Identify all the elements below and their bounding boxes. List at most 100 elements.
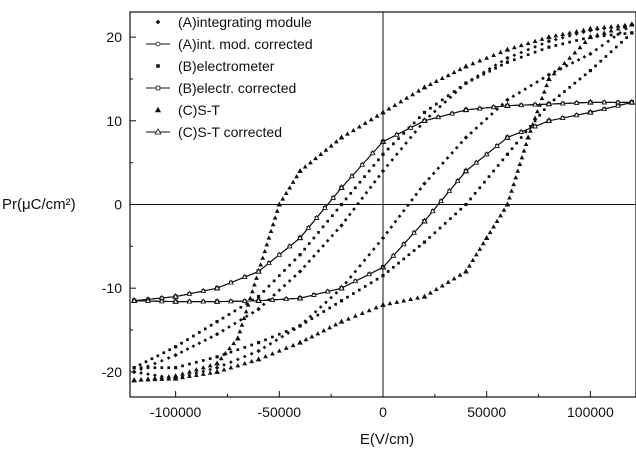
data-marker: [197, 331, 201, 334]
data-marker: [559, 114, 566, 120]
data-marker: [353, 186, 357, 190]
data-marker: [519, 136, 523, 139]
data-marker: [609, 33, 613, 37]
data-marker: [358, 180, 362, 184]
data-marker: [496, 164, 500, 167]
data-marker: [131, 297, 138, 303]
data-marker: [269, 296, 276, 302]
data-marker: [417, 244, 421, 248]
data-marker: [250, 343, 254, 347]
data-marker: [362, 120, 368, 125]
data-marker: [445, 72, 451, 78]
data-marker: [346, 316, 351, 321]
data-marker: [139, 371, 143, 375]
data-marker: [264, 338, 267, 342]
data-marker: [186, 290, 193, 296]
data-marker: [252, 282, 257, 287]
data-marker: [439, 283, 445, 288]
data-marker: [369, 281, 373, 285]
data-marker: [487, 175, 491, 178]
data-marker: [463, 268, 469, 274]
data-marker: [556, 65, 562, 71]
data-marker: [488, 69, 492, 73]
data-marker: [532, 101, 538, 107]
data-marker: [538, 113, 542, 117]
data-marker: [609, 50, 613, 54]
y-tick-label: 0: [114, 197, 122, 213]
data-marker: [186, 298, 193, 304]
data-marker: [510, 147, 514, 151]
data-marker: [272, 293, 276, 297]
data-marker: [435, 113, 442, 120]
data-marker: [338, 285, 345, 291]
data-marker: [260, 255, 266, 260]
data-marker: [492, 169, 495, 173]
data-marker: [256, 349, 261, 353]
data-marker: [601, 99, 608, 105]
data-marker: [146, 366, 150, 370]
data-marker: [309, 334, 315, 339]
data-marker: [491, 224, 496, 229]
data-marker: [283, 295, 290, 302]
data-marker: [356, 201, 360, 206]
data-marker: [353, 269, 358, 274]
data-marker: [532, 123, 538, 129]
data-marker: [422, 181, 427, 186]
data-marker: [245, 302, 249, 306]
data-marker: [247, 295, 253, 300]
data-marker: [162, 351, 166, 355]
data-marker: [368, 185, 373, 190]
data-marker: [415, 295, 420, 300]
data-marker: [223, 350, 228, 356]
data-marker: [221, 316, 225, 320]
data-marker: [262, 289, 266, 293]
data-marker: [251, 298, 255, 302]
data-marker: [345, 131, 350, 136]
data-marker: [402, 131, 406, 135]
data-marker: [457, 66, 463, 72]
data-marker: [298, 269, 302, 274]
data-marker: [208, 367, 213, 372]
data-marker: [312, 236, 316, 240]
data-marker: [587, 109, 594, 115]
data-marker: [601, 24, 607, 30]
data-marker: [330, 214, 334, 218]
data-marker: [349, 191, 353, 195]
data-marker: [568, 85, 571, 89]
data-marker: [188, 362, 191, 366]
data-marker: [270, 222, 276, 227]
data-marker: [570, 60, 575, 65]
data-marker: [512, 58, 516, 62]
data-marker: [601, 105, 608, 112]
data-marker: [208, 357, 212, 360]
data-marker: [318, 305, 323, 309]
data-marker: [567, 55, 573, 60]
data-marker: [525, 40, 531, 46]
data-marker: [270, 351, 275, 356]
data-marker: [389, 225, 394, 229]
data-marker: [193, 372, 199, 377]
data-marker: [432, 109, 437, 114]
data-marker: [368, 117, 374, 122]
data-marker: [303, 337, 309, 342]
data-marker: [200, 298, 207, 304]
data-marker: [376, 241, 381, 246]
data-marker: [500, 102, 505, 107]
data-marker: [443, 100, 448, 104]
data-marker: [413, 130, 418, 134]
data-marker: [526, 53, 530, 57]
data-marker: [615, 102, 621, 108]
data-marker: [352, 278, 359, 284]
data-marker: [476, 75, 480, 79]
data-marker: [494, 66, 497, 70]
data-marker: [608, 24, 614, 29]
data-marker: [390, 252, 397, 258]
data-marker: [454, 177, 461, 183]
data-marker: [258, 262, 264, 267]
data-marker: [622, 24, 628, 29]
legend-label: (C)S-T: [178, 102, 220, 118]
data-marker: [387, 300, 393, 306]
data-marker: [547, 39, 551, 44]
data-marker: [329, 295, 334, 300]
data-marker: [459, 207, 463, 211]
